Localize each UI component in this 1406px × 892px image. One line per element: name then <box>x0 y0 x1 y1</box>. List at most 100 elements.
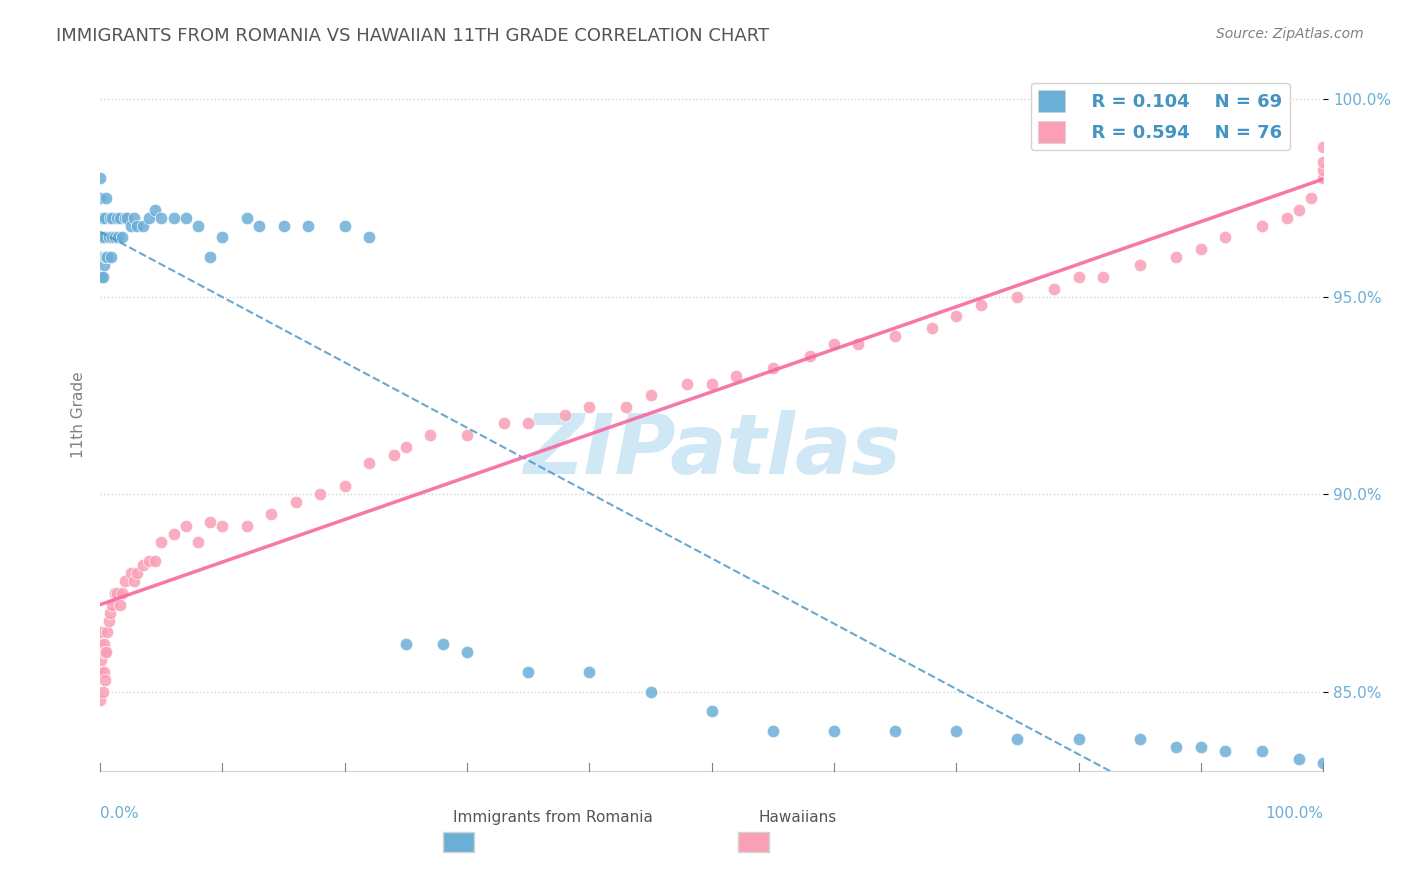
Point <box>359 456 381 470</box>
Point <box>93 665 115 679</box>
Text: Source: ZipAtlas.com: Source: ZipAtlas.com <box>1216 27 1364 41</box>
Point <box>90 211 112 225</box>
Point <box>1043 282 1066 296</box>
Point <box>97 230 120 244</box>
Point <box>187 534 209 549</box>
Point <box>517 665 540 679</box>
Point <box>309 487 332 501</box>
Point <box>1129 258 1152 272</box>
Point <box>884 724 907 739</box>
Point <box>884 329 907 343</box>
Point <box>333 479 356 493</box>
Point <box>187 219 209 233</box>
Point <box>211 518 233 533</box>
Point <box>284 495 307 509</box>
Point <box>98 211 121 225</box>
Point <box>359 230 381 244</box>
Point <box>91 645 114 659</box>
Point <box>945 724 967 739</box>
Point <box>115 211 138 225</box>
Text: Hawaiians: Hawaiians <box>758 810 837 825</box>
Point <box>162 526 184 541</box>
Point <box>93 637 115 651</box>
Point <box>138 211 160 225</box>
Text: IMMIGRANTS FROM ROMANIA VS HAWAIIAN 11TH GRADE CORRELATION CHART: IMMIGRANTS FROM ROMANIA VS HAWAIIAN 11TH… <box>56 27 769 45</box>
Point <box>700 376 723 391</box>
Point <box>104 586 127 600</box>
Point <box>848 337 870 351</box>
Point <box>1007 732 1029 747</box>
Point <box>105 211 128 225</box>
Point <box>1312 171 1334 186</box>
Point <box>138 554 160 568</box>
Point <box>101 230 124 244</box>
Point <box>333 219 356 233</box>
Text: ZIPatlas: ZIPatlas <box>523 410 901 491</box>
Point <box>762 360 785 375</box>
Point <box>578 665 600 679</box>
Point <box>725 368 748 383</box>
Point <box>94 211 117 225</box>
Point <box>200 250 222 264</box>
Point <box>125 219 148 233</box>
Point <box>125 566 148 581</box>
Point <box>114 211 136 225</box>
Point <box>174 518 197 533</box>
Point <box>89 230 111 244</box>
Legend:   R = 0.104    N = 69,   R = 0.594    N = 76: R = 0.104 N = 69, R = 0.594 N = 76 <box>1031 83 1289 151</box>
Point <box>90 653 112 667</box>
Point <box>1275 211 1298 225</box>
Point <box>640 388 662 402</box>
Point <box>700 705 723 719</box>
Point <box>1067 732 1090 747</box>
Point <box>94 673 117 687</box>
Point <box>89 637 111 651</box>
Point <box>91 211 114 225</box>
Point <box>1007 290 1029 304</box>
Point <box>799 349 821 363</box>
Point <box>1251 219 1274 233</box>
Point <box>101 598 124 612</box>
Point <box>676 376 699 391</box>
Point <box>120 219 142 233</box>
Point <box>1312 163 1334 178</box>
Point <box>432 637 454 651</box>
Y-axis label: 11th Grade: 11th Grade <box>72 372 86 458</box>
Point <box>101 211 124 225</box>
Point <box>90 230 112 244</box>
Point <box>120 566 142 581</box>
Point <box>107 230 129 244</box>
Point <box>91 250 114 264</box>
Point <box>114 574 136 588</box>
Point <box>554 408 576 422</box>
Point <box>1288 202 1310 217</box>
Point <box>150 211 173 225</box>
Point <box>1092 269 1115 284</box>
Point <box>1166 250 1188 264</box>
Point <box>614 401 637 415</box>
Point <box>89 665 111 679</box>
Point <box>96 191 118 205</box>
Point <box>823 724 845 739</box>
Point <box>108 211 131 225</box>
Point <box>90 625 112 640</box>
Point <box>89 692 111 706</box>
Point <box>236 211 259 225</box>
Point <box>1288 752 1310 766</box>
Point <box>162 211 184 225</box>
Point <box>89 269 111 284</box>
Point <box>970 297 993 311</box>
Point <box>273 219 295 233</box>
Point <box>1067 269 1090 284</box>
Point <box>1129 732 1152 747</box>
Point <box>90 250 112 264</box>
Point <box>143 554 166 568</box>
Point <box>97 614 120 628</box>
Point <box>100 250 122 264</box>
Point <box>456 645 478 659</box>
Point <box>90 269 112 284</box>
Point <box>93 230 115 244</box>
Point <box>395 637 418 651</box>
Point <box>945 310 967 324</box>
Point <box>247 219 270 233</box>
